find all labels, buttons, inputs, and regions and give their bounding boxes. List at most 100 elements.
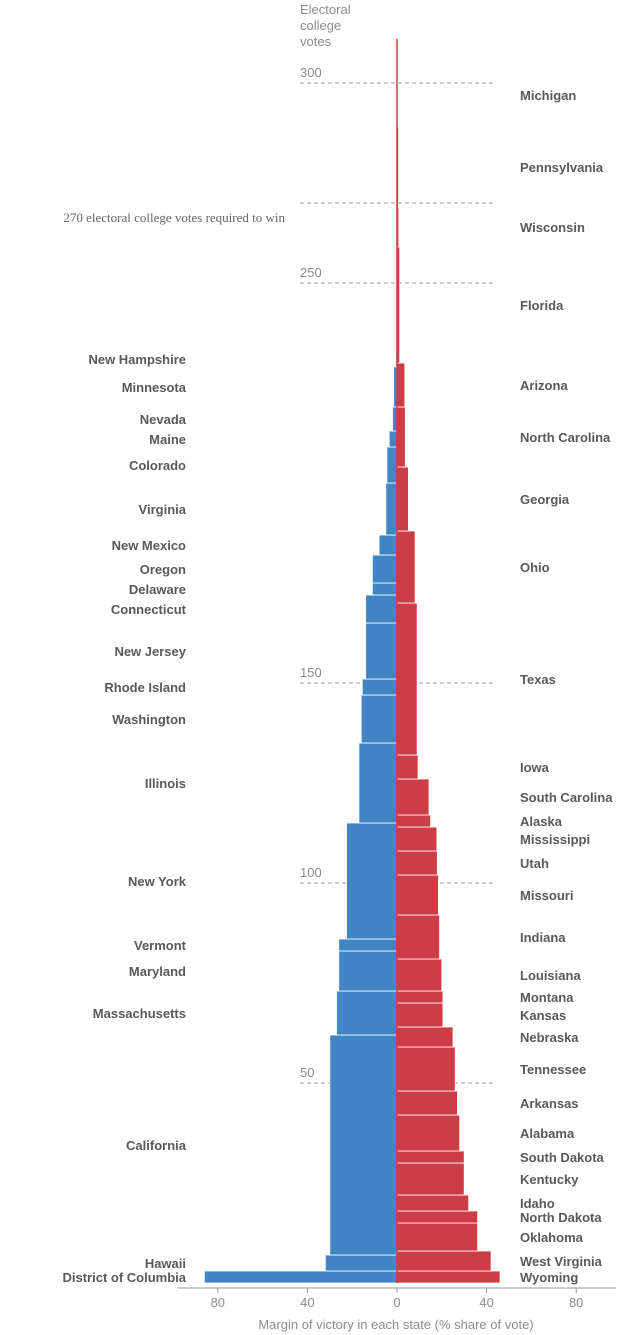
state-label-connecticut: Connecticut [111,602,187,617]
state-label-louisiana: Louisiana [520,968,581,983]
state-label-oregon: Oregon [140,562,186,577]
bar-alaska [396,814,431,828]
x-tick-label-2: 0 [393,1295,400,1310]
state-label-texas: Texas [520,672,556,687]
bar-kansas [396,1002,444,1028]
bar-district-of-columbia [203,1270,398,1284]
bar-connecticut [365,594,398,624]
state-label-indiana: Indiana [520,930,566,945]
bar-hawaii [324,1254,398,1272]
state-label-wyoming: Wyoming [520,1270,578,1285]
state-label-north-dakota: North Dakota [520,1210,602,1225]
state-label-arizona: Arizona [520,378,568,393]
state-label-north-carolina: North Carolina [520,430,611,445]
bar-california [329,1034,398,1256]
x-axis-title: Margin of victory in each state (% share… [258,1317,533,1332]
state-label-district-of-columbia: District of Columbia [62,1270,186,1285]
state-label-maryland: Maryland [129,964,186,979]
bar-tennessee [396,1046,456,1092]
state-label-kansas: Kansas [520,1008,566,1023]
state-label-rhode-island: Rhode Island [104,680,186,695]
x-tick-label-4: 80 [569,1295,583,1310]
state-label-florida: Florida [520,298,564,313]
state-label-arkansas: Arkansas [520,1096,579,1111]
state-label-tennessee: Tennessee [520,1062,586,1077]
bar-new-mexico [378,534,398,556]
bar-georgia [396,466,409,532]
bar-texas [396,602,418,756]
state-label-colorado: Colorado [129,458,186,473]
state-label-washington: Washington [112,712,186,727]
bar-south-dakota [396,1150,465,1164]
bar-utah [396,850,438,876]
y-axis-title-line-2: college [300,18,341,33]
state-label-missouri: Missouri [520,888,573,903]
state-label-south-dakota: South Dakota [520,1150,605,1165]
state-label-virginia: Virginia [139,502,187,517]
bar-oregon [371,554,398,584]
state-label-minnesota: Minnesota [122,380,187,395]
state-label-california: California [126,1138,187,1153]
state-label-illinois: Illinois [145,776,186,791]
bar-arizona [396,362,406,408]
state-label-delaware: Delaware [129,582,186,597]
bar-north-dakota [396,1210,479,1224]
state-label-alabama: Alabama [520,1126,575,1141]
state-label-south-carolina: South Carolina [520,790,613,805]
state-label-hawaii: Hawaii [145,1256,186,1271]
state-label-idaho: Idaho [520,1196,555,1211]
bar-south-carolina [396,778,430,816]
state-label-wisconsin: Wisconsin [520,220,585,235]
bar-nebraska [396,1026,454,1048]
y-tick-label-100: 100 [300,865,322,880]
bar-mississippi [396,826,438,852]
state-label-oklahoma: Oklahoma [520,1230,584,1245]
axes: Electoral college votes 270 electoral co… [63,2,616,1332]
state-label-utah: Utah [520,856,549,871]
state-label-new-mexico: New Mexico [112,538,186,553]
bar-colorado [386,446,398,484]
bar-new-jersey [365,622,398,680]
y-tick-label-300: 300 [300,65,322,80]
bar-washington [360,694,398,744]
bar-alabama [396,1114,461,1152]
state-label-nevada: Nevada [140,412,187,427]
bar-virginia [385,482,398,536]
x-tick-label-0: 80 [211,1295,225,1310]
y-tick-label-150: 150 [300,665,322,680]
bar-idaho [396,1194,470,1212]
bar-missouri [396,874,439,916]
bar-illinois [358,742,398,824]
state-label-new-york: New York [128,874,187,889]
bars [203,62,501,1284]
y-tick-label-250: 250 [300,265,322,280]
state-label-new-jersey: New Jersey [114,644,186,659]
bar-rhode-island [361,678,398,696]
bar-montana [396,990,444,1004]
bar-vermont [338,938,398,952]
win-threshold-label: 270 electoral college votes required to … [63,210,285,225]
bar-arkansas [396,1090,458,1116]
state-label-vermont: Vermont [134,938,187,953]
bar-new-york [346,822,398,940]
state-label-kentucky: Kentucky [520,1172,579,1187]
bar-west-virginia [396,1250,492,1272]
state-label-iowa: Iowa [520,760,550,775]
state-label-pennsylvania: Pennsylvania [520,160,604,175]
gridlines [300,82,495,1084]
bar-louisiana [396,958,443,992]
bar-wyoming [396,1270,501,1284]
state-label-ohio: Ohio [520,560,550,575]
state-label-maine: Maine [149,432,186,447]
state-label-georgia: Georgia [520,492,570,507]
y-tick-label-50: 50 [300,1065,314,1080]
bar-ohio [396,530,416,604]
bar-delaware [371,582,398,596]
state-label-nebraska: Nebraska [520,1030,579,1045]
bar-north-carolina [396,406,406,468]
x-tick-label-3: 40 [479,1295,493,1310]
state-label-mississippi: Mississippi [520,832,590,847]
x-tick-label-1: 40 [300,1295,314,1310]
